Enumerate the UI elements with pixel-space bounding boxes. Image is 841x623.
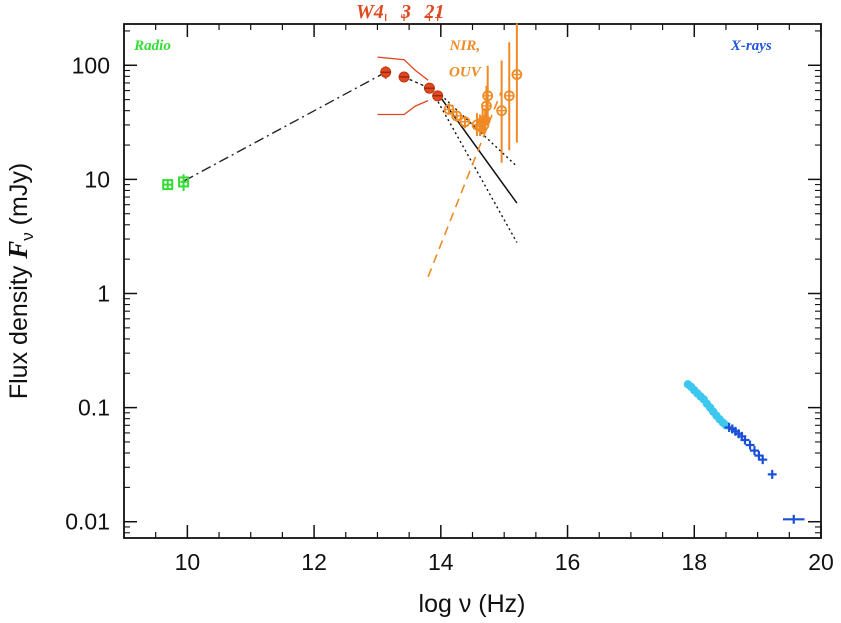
x-tick-label-2: 14 (428, 549, 454, 575)
radio-point-1 (178, 174, 190, 192)
y-axis-title: Flux density Fν (mJy) (3, 163, 37, 399)
y-tick-label-1: 10 (84, 166, 110, 192)
y-tick-label-0: 100 (72, 52, 110, 78)
fit-lower-bound (432, 92, 518, 243)
xray-hard-point-11 (782, 514, 805, 524)
plot-area (123, 23, 822, 539)
y-tick-label-2: 1 (97, 280, 110, 306)
xray-hard-point-9 (758, 455, 768, 465)
optical-point-10 (496, 60, 508, 163)
band-labels: Radio X-rays NIR, OUV W4 3 21 (133, 1, 772, 81)
y-axis-title-symbol: F (3, 241, 33, 260)
optical-point-11 (503, 42, 515, 151)
band-label-1: X-rays (730, 38, 772, 54)
optical-point-8 (481, 85, 492, 125)
band-label-2: NIR, (449, 38, 480, 54)
wise-point-2 (423, 82, 435, 94)
band-label-5: 3 (400, 1, 411, 23)
band-label-3: OUV (449, 65, 483, 81)
wise-point-3 (432, 90, 444, 102)
xray-hard-point-5 (740, 435, 750, 445)
x-tick-label-4: 18 (681, 549, 707, 575)
x-tick-label-1: 12 (301, 549, 327, 575)
y-axis-title-prefix: Flux density (5, 259, 33, 399)
x-tick-label-3: 16 (555, 549, 581, 575)
wise-upper-envelope (377, 56, 429, 81)
band-label-4: W4 (356, 1, 384, 23)
y-axis-title-suffix: (mJy) (5, 163, 33, 232)
x-axis-title: log ν (Hz) (419, 590, 526, 618)
optical-point-9 (482, 65, 494, 125)
xray-hard-point-6 (745, 440, 755, 450)
x-tick-label-5: 20 (808, 549, 834, 575)
y-tick-label-4: 0.01 (65, 509, 110, 535)
radio-marker (178, 176, 190, 188)
radio-point-0 (162, 179, 174, 191)
plot-frame (123, 23, 822, 539)
optical-point-1 (451, 110, 463, 122)
radio-marker (162, 179, 174, 191)
band-label-6: 21 (423, 1, 444, 23)
optical-point-0 (443, 103, 455, 115)
model-lines (183, 56, 518, 278)
radio-to-W4-connector (183, 71, 387, 182)
wise-point-0 (380, 66, 392, 79)
x-tick-label-0: 10 (175, 549, 201, 575)
xray-hard-point-7 (749, 446, 759, 456)
optical-point-12 (511, 23, 523, 143)
band-label-0: Radio (133, 38, 171, 54)
optical-point-2 (459, 115, 471, 129)
xray-hard-point-10 (767, 469, 777, 479)
y-axis-title-subscript: ν (18, 232, 37, 241)
W3-to-W1-connector (403, 76, 430, 89)
wise-lower-envelope (377, 100, 429, 116)
wise-point-1 (398, 71, 410, 83)
y-tick-label-3: 0.1 (78, 395, 110, 421)
axis-ticks: 10 12 14 16 18 20 100 10 1 0.1 0.01 (65, 14, 834, 575)
data-series (162, 23, 805, 524)
